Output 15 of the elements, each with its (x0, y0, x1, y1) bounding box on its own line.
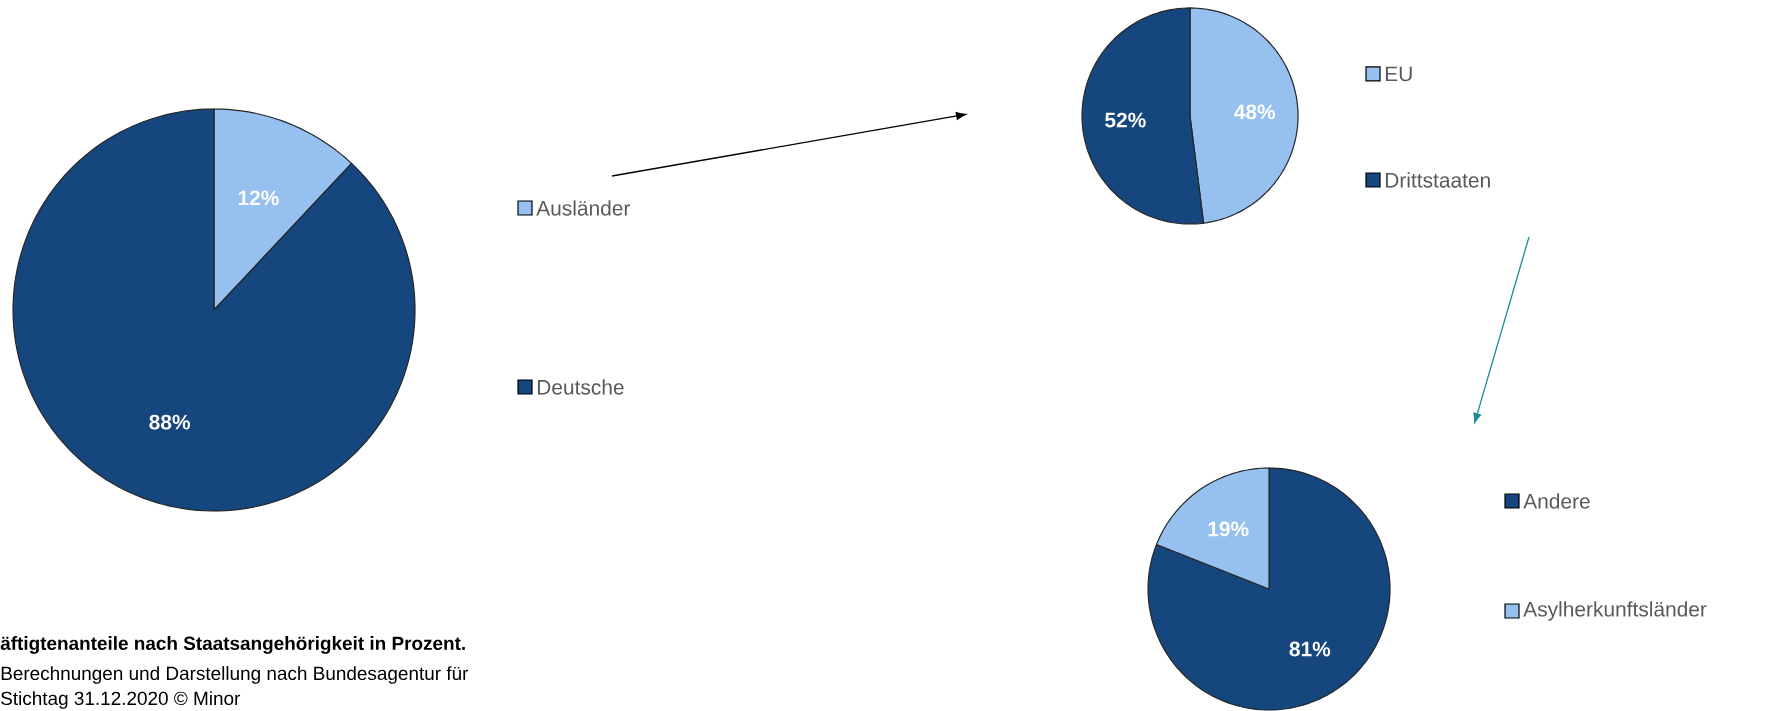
legend-label: Ausländer (536, 200, 631, 216)
legend-label: Drittstaaten (1385, 172, 1490, 188)
data-label: 81% (1289, 641, 1331, 657)
data-label: 88% (149, 414, 190, 430)
legend-label: EU (1385, 66, 1412, 82)
data-label: 19% (1208, 521, 1249, 537)
legend-label: Deutsche (537, 379, 624, 395)
text: Berechnungen und Darstellung nach Bundesagentur für (1, 666, 469, 684)
text: Stichtag 31.12.2020 © Minor (1, 691, 241, 709)
data-label: 48% (1234, 104, 1276, 120)
legend-label: Andere (1523, 493, 1590, 509)
data-label: 12% (238, 190, 279, 206)
legend-label: Asylherkunftsländer (1523, 601, 1707, 621)
data-label: 52% (1105, 112, 1146, 128)
text: äftigtenanteile nach Staatsangehörigkeit in Prozent. (0, 636, 465, 654)
